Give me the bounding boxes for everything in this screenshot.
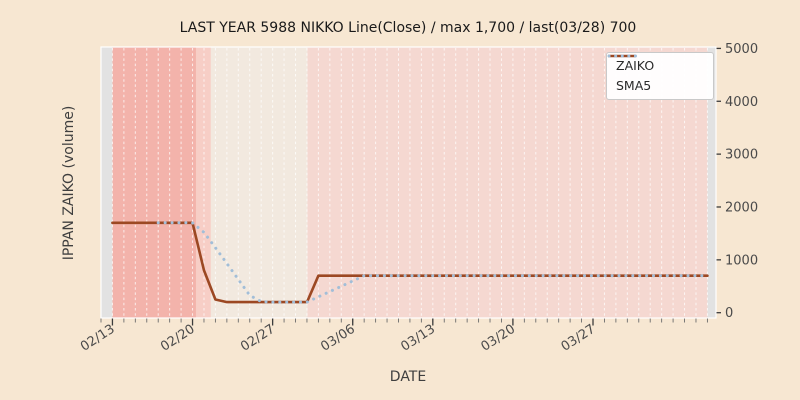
band-no-data [101, 47, 113, 318]
band-no-data [707, 47, 716, 318]
legend: ZAIKO SMA5 [606, 52, 714, 100]
x-tick-label: 03/06 [318, 322, 358, 355]
legend-label-sma5: SMA5 [616, 77, 652, 93]
chart-title: LAST YEAR 5988 NIKKO Line(Close) / max 1… [180, 20, 637, 36]
zaiko-line [111, 221, 709, 304]
sma5-dotted-swatch-icon [607, 54, 637, 58]
x-tick-label: 02/13 [78, 322, 118, 355]
x-tick-label: 02/20 [158, 322, 198, 355]
band-mid-level [195, 47, 211, 318]
y-tick-label: 5000 [725, 42, 758, 57]
x-tick-label: 03/13 [398, 322, 438, 355]
y-axis-label: IPPAN ZAIKO (volume) [61, 106, 77, 261]
x-tick-label: 03/20 [478, 322, 518, 355]
plot-area-border [100, 46, 717, 319]
y-tick-label: 4000 [725, 95, 758, 110]
y-tick-label: 2000 [725, 200, 758, 215]
x-tick-label: 02/27 [238, 322, 278, 355]
y-tick-label: 3000 [725, 148, 758, 163]
x-axis-label: DATE [390, 369, 426, 385]
band-low-level [210, 47, 308, 318]
y-tick-label: 1000 [725, 253, 758, 268]
sma5-dotted-line [156, 221, 709, 304]
axis-ticks [100, 47, 721, 326]
daily-gridlines [111, 48, 708, 317]
data-series [111, 221, 709, 304]
band-high-level [112, 47, 196, 318]
y-tick-label: 0 [725, 306, 733, 321]
legend-row-zaiko: ZAIKO [608, 54, 704, 73]
x-tick-label: 03/27 [559, 322, 599, 355]
legend-label-zaiko: ZAIKO [616, 58, 655, 73]
legend-row-sma5: SMA5 [607, 54, 704, 93]
